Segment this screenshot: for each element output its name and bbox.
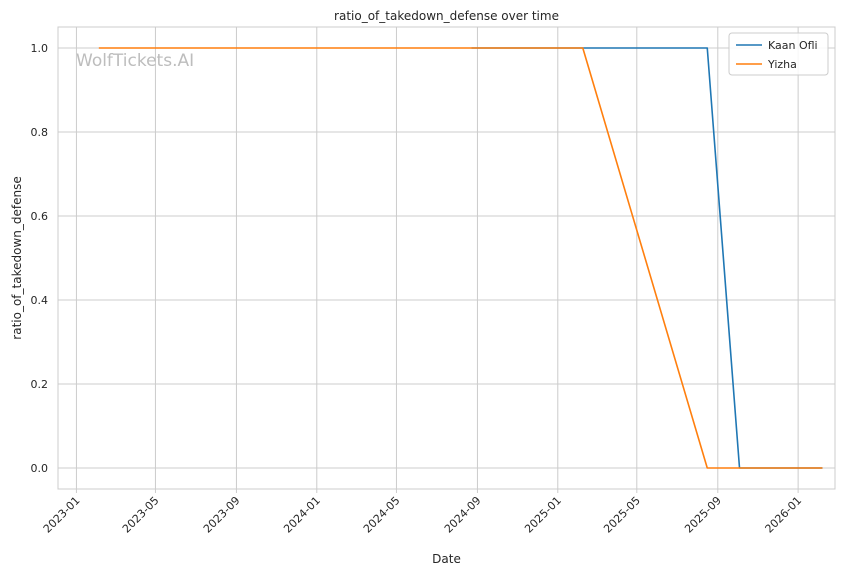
series-lines [98, 47, 823, 469]
legend-label-yizha: Yizha [767, 58, 797, 71]
y-tick-label: 0.8 [31, 126, 49, 139]
y-tick-label: 1.0 [31, 42, 49, 55]
legend-label-kaan-ofli: Kaan Ofli [768, 39, 818, 52]
watermark: WolfTickets.AI [76, 51, 194, 71]
y-tick-label: 0.4 [31, 294, 49, 307]
plot-frame [57, 26, 836, 490]
x-axis-label: Date [432, 552, 461, 566]
series-line-yizha [98, 47, 823, 469]
y-axis-label: ratio_of_takedown_defense [10, 176, 24, 339]
legend: Kaan Ofli Yizha [728, 32, 829, 76]
y-tick-label: 0.2 [31, 378, 49, 391]
chart-title: ratio_of_takedown_defense over time [334, 9, 559, 23]
y-tick-label: 0.6 [31, 210, 49, 223]
y-tick-label: 0.0 [31, 462, 49, 475]
plot-area [58, 27, 835, 489]
y-axis-ticks: 0.0 0.2 0.4 0.6 0.8 1.0 [31, 42, 49, 475]
